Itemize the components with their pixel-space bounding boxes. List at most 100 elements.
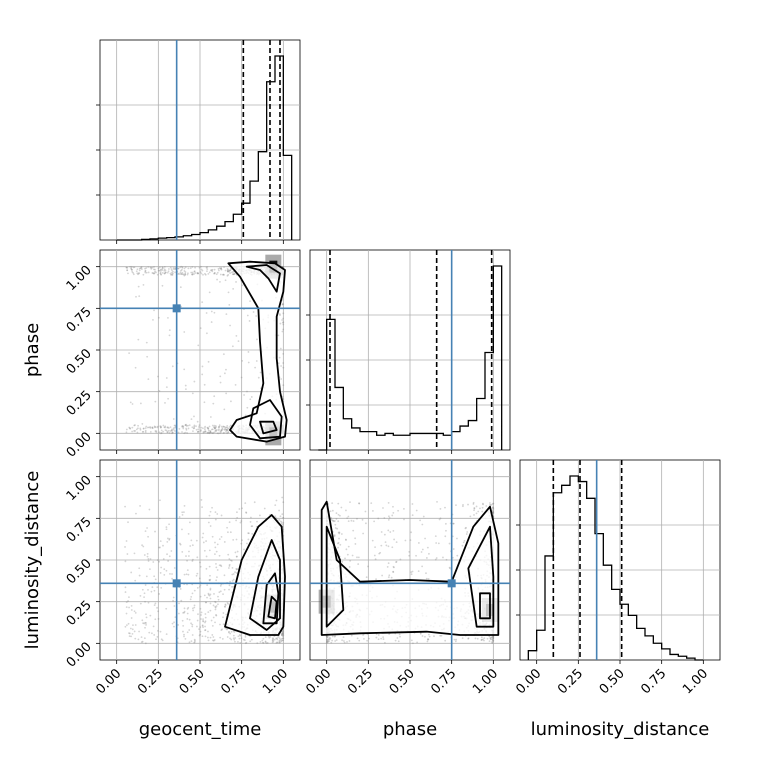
scatter-point (282, 366, 285, 369)
scatter-point (144, 600, 146, 603)
scatter-point (156, 606, 158, 609)
scatter-point (202, 532, 205, 535)
scatter-point (200, 611, 203, 614)
scatter-point (282, 517, 285, 519)
scatter-point (204, 616, 207, 619)
scatter-point (163, 573, 166, 576)
scatter-point (467, 637, 470, 640)
scatter-point (165, 526, 168, 529)
scatter-point (325, 640, 328, 643)
scatter-point (274, 504, 277, 507)
scatter-point (189, 545, 192, 547)
scatter-point (469, 515, 472, 518)
scatter-point (186, 273, 189, 276)
scatter-point (357, 563, 360, 565)
scatter-point (147, 557, 150, 560)
scatter-point (186, 612, 189, 615)
scatter-point (438, 518, 441, 521)
scatter-point (159, 499, 161, 502)
scatter-point (141, 430, 144, 433)
scatter-point (162, 424, 165, 427)
scatter-point (171, 269, 173, 272)
scatter-point (209, 269, 212, 272)
scatter-point (217, 268, 220, 270)
histogram-geocent_time (116, 55, 293, 241)
scatter-point (203, 427, 206, 429)
scatter-point (158, 269, 161, 272)
scatter-point (209, 588, 212, 591)
scatter-point (378, 552, 381, 555)
scatter-point (325, 639, 328, 642)
scatter-point (226, 270, 229, 272)
scatter-point (217, 269, 220, 272)
scatter-point (189, 267, 192, 270)
scatter-point (131, 632, 134, 635)
scatter-point (140, 641, 143, 644)
y-axis-title-phase: phase (22, 323, 43, 377)
scatter-point (209, 416, 212, 418)
scatter-point (454, 640, 457, 643)
scatter-point (141, 640, 144, 643)
scatter-point (241, 507, 243, 510)
scatter-point (337, 546, 339, 549)
scatter-point (427, 638, 430, 641)
scatter-point (333, 635, 336, 638)
scatter-point (196, 272, 199, 274)
scatter-point (179, 266, 181, 269)
scatter-point (185, 573, 188, 576)
scatter-point (173, 424, 176, 427)
scatter-point (339, 543, 342, 546)
contour-level-2 (249, 399, 283, 440)
scatter-point (201, 635, 204, 638)
scatter-point (251, 532, 254, 535)
scatter-point (172, 270, 174, 273)
scatter-point (226, 270, 229, 273)
scatter-point (240, 376, 243, 379)
scatter-point (199, 607, 202, 610)
scatter-point (228, 565, 231, 567)
scatter-point (186, 631, 189, 634)
scatter-point (178, 427, 181, 430)
scatter-point (178, 602, 180, 605)
scatter-point (240, 520, 243, 522)
scatter-point (388, 516, 391, 519)
scatter-point (282, 634, 285, 637)
scatter-point (229, 269, 232, 272)
scatter-point (144, 530, 147, 533)
y-tick-label: 0.75 (64, 515, 95, 546)
scatter-point (193, 424, 196, 427)
scatter-point (161, 266, 164, 269)
scatter-point (381, 574, 384, 577)
y-tick-label: 1.00 (64, 263, 95, 294)
scatter-point (241, 539, 243, 542)
scatter-point (168, 431, 171, 434)
scatter-point (214, 606, 217, 609)
scatter-point (197, 272, 200, 275)
scatter-point (139, 505, 141, 507)
scatter-point (234, 571, 236, 573)
scatter-point (358, 639, 361, 642)
scatter-point (172, 272, 174, 275)
scatter-point (428, 635, 431, 638)
scatter-point (274, 515, 277, 518)
scatter-point (219, 564, 222, 567)
scatter-point (182, 273, 185, 276)
scatter-point (170, 550, 173, 552)
scatter-point (134, 366, 137, 369)
scatter-point (219, 590, 222, 593)
scatter-point (236, 555, 238, 558)
scatter-point (154, 578, 157, 581)
scatter-point (434, 558, 437, 561)
scatter-point (210, 269, 213, 272)
scatter-point (137, 424, 139, 427)
scatter-point (162, 430, 165, 433)
scatter-point (228, 588, 230, 591)
scatter-point (282, 352, 285, 355)
scatter-point (159, 273, 162, 275)
scatter-point (278, 640, 281, 643)
scatter-point (282, 323, 285, 326)
scatter-point (221, 628, 223, 631)
injection-marker (172, 579, 181, 588)
scatter-point (390, 576, 393, 579)
scatter-point (200, 268, 203, 271)
